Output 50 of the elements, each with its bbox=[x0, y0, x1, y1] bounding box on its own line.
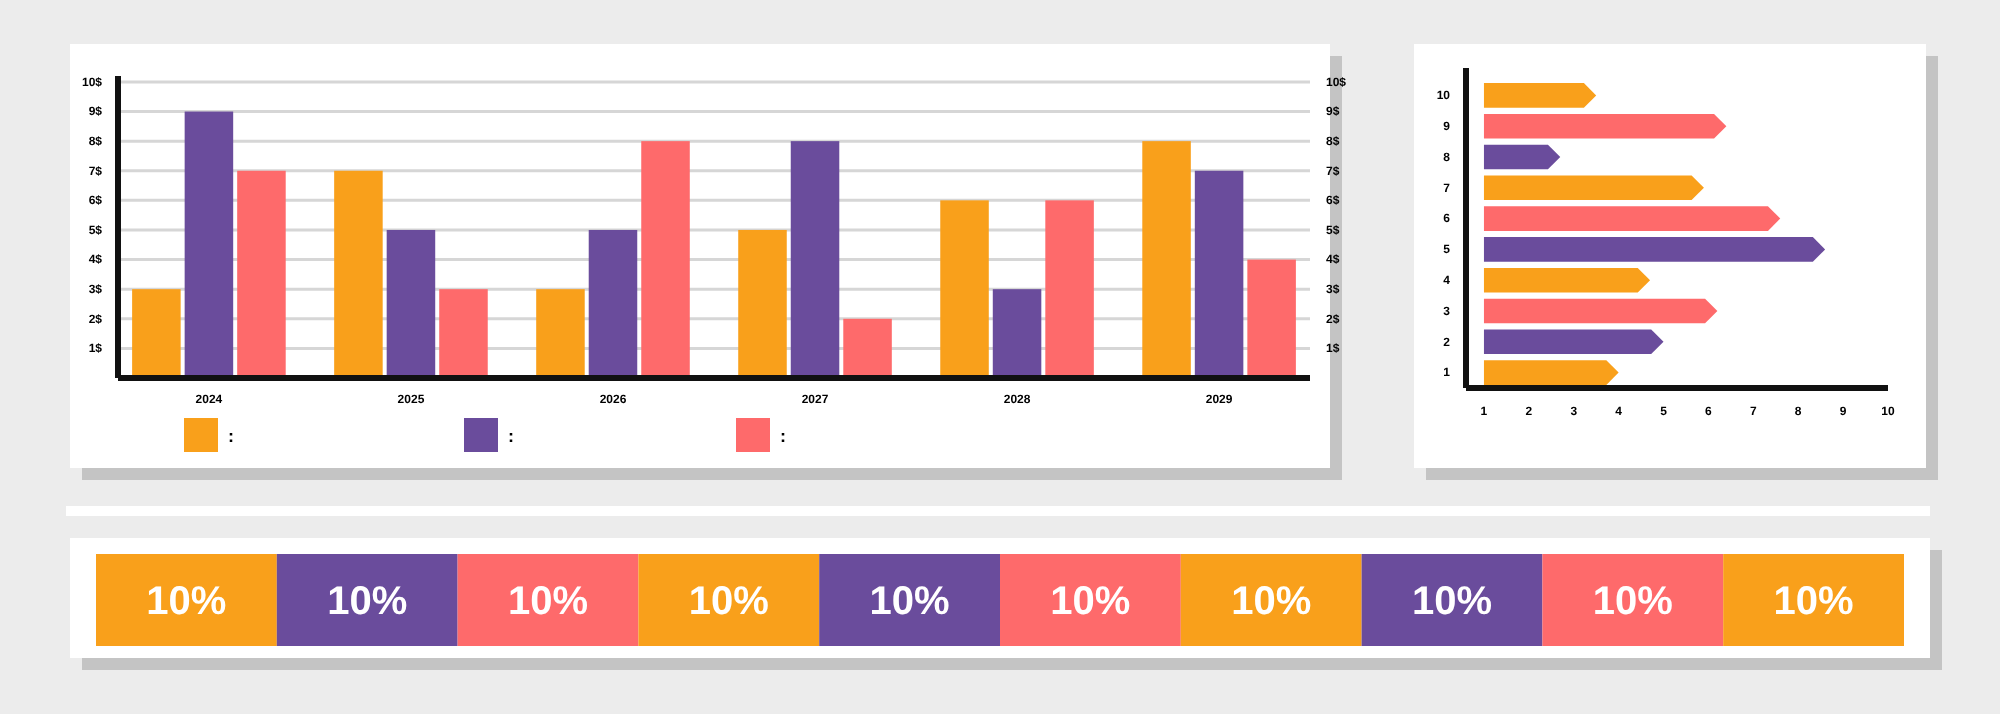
bar bbox=[276, 554, 458, 646]
bar bbox=[738, 229, 787, 378]
bar bbox=[1194, 170, 1244, 378]
bar bbox=[1142, 141, 1191, 378]
text: : bbox=[508, 426, 514, 446]
data-label: 10% bbox=[688, 580, 770, 624]
bar bbox=[638, 554, 820, 646]
bar bbox=[843, 318, 892, 378]
data-label: 10% bbox=[1231, 580, 1312, 624]
bar bbox=[588, 229, 638, 378]
data-label: 10% bbox=[146, 580, 227, 624]
bar bbox=[1483, 267, 1651, 293]
bar bbox=[1180, 554, 1362, 646]
bar bbox=[1483, 175, 1704, 201]
data-label: 10% bbox=[1050, 580, 1131, 624]
bar bbox=[132, 289, 181, 378]
data-label: 10% bbox=[1411, 580, 1493, 624]
bar bbox=[1045, 200, 1094, 378]
bar bbox=[1247, 259, 1296, 378]
bar bbox=[386, 229, 436, 378]
bar bbox=[641, 141, 690, 378]
bar bbox=[536, 289, 585, 378]
text: : bbox=[780, 426, 786, 446]
bar bbox=[1542, 554, 1724, 646]
bar bbox=[1483, 329, 1664, 355]
data-label: 10% bbox=[327, 580, 408, 624]
bar bbox=[96, 554, 277, 646]
bar bbox=[819, 554, 1000, 646]
data-label: 10% bbox=[507, 580, 589, 624]
bar bbox=[184, 111, 234, 378]
text: : bbox=[228, 426, 234, 446]
bar bbox=[334, 170, 383, 378]
bar bbox=[1723, 554, 1904, 646]
bar bbox=[1000, 554, 1181, 646]
bar bbox=[1483, 83, 1597, 108]
data-label: 10% bbox=[1773, 580, 1855, 624]
data-label: 10% bbox=[869, 580, 951, 624]
bar bbox=[1483, 113, 1727, 139]
bar bbox=[237, 170, 286, 378]
bar bbox=[1483, 360, 1619, 385]
bar bbox=[1483, 206, 1781, 231]
data-label: 10% bbox=[1592, 580, 1674, 624]
bar bbox=[457, 554, 639, 646]
bar bbox=[790, 141, 840, 378]
bar bbox=[1483, 298, 1718, 324]
bar bbox=[1361, 554, 1543, 646]
bar bbox=[439, 289, 488, 378]
bar bbox=[940, 200, 989, 378]
bar bbox=[1483, 237, 1826, 262]
bar bbox=[992, 289, 1042, 378]
